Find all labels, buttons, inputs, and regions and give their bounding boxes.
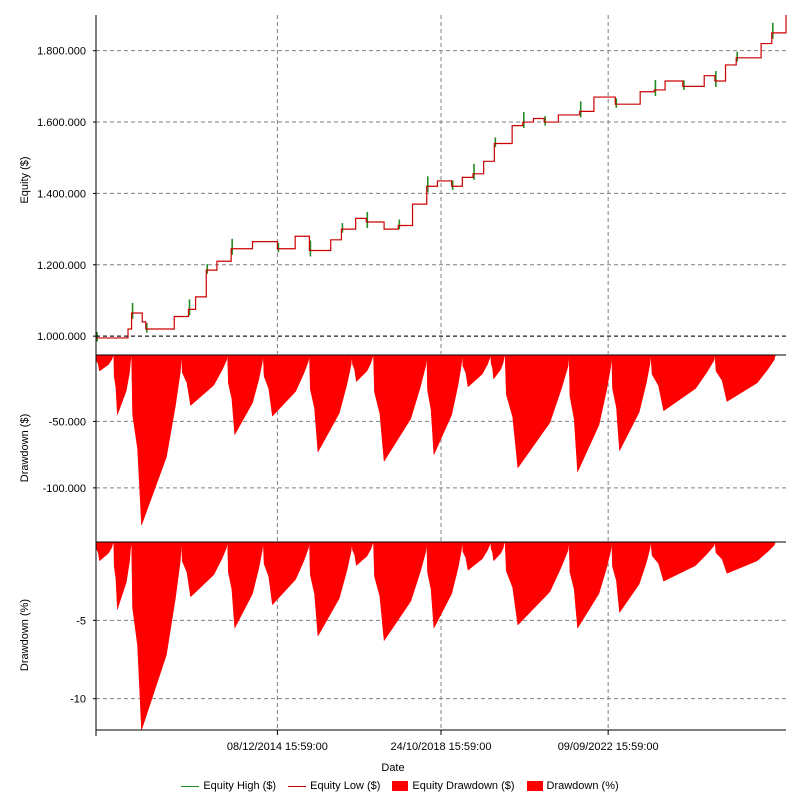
equity-lines <box>96 15 787 342</box>
legend-label-equity-drawdown: Equity Drawdown ($) <box>412 780 515 792</box>
y-tick-label: -100.000 <box>43 483 86 495</box>
drawdown-area <box>504 354 570 469</box>
drawdown-area <box>351 354 374 383</box>
drawdown-area <box>650 354 716 412</box>
y-tick-label: -50.000 <box>49 416 86 428</box>
dd-usd-y-title: Drawdown ($) <box>19 414 31 482</box>
drawdown-area <box>131 541 182 731</box>
drawdown-area <box>373 541 428 642</box>
legend-label-drawdown-pct: Drawdown (%) <box>546 780 619 792</box>
drawdown-area <box>426 354 463 455</box>
drawdown-area <box>309 354 353 453</box>
drawdown-area <box>113 541 132 610</box>
legend-swatch-equity-high <box>181 785 200 787</box>
x-tick-label: 08/12/2014 15:59:00 <box>227 741 328 753</box>
y-tick-label: -10 <box>70 694 86 706</box>
panel-equity: 1.000.000 1.200.000 1.400.000 1.600.000 1.80… <box>19 15 787 354</box>
dd-pct-yticks: -5 -10 <box>70 615 86 705</box>
drawdown-area <box>650 541 716 582</box>
dd-pct-y-title: Drawdown (%) <box>19 599 31 671</box>
dd-pct-grid <box>93 542 786 730</box>
legend-swatch-equity-drawdown <box>392 781 409 791</box>
legend-item-equity-drawdown: Equity Drawdown ($) <box>392 780 515 792</box>
equity-low-line <box>96 15 787 339</box>
y-tick-label: 1.200.000 <box>37 260 86 272</box>
drawdown-area <box>504 541 570 626</box>
drawdown-area <box>262 541 310 606</box>
chart-legend: Equity High ($) Equity Low ($) Equity Dr… <box>0 777 800 795</box>
drawdown-area <box>426 541 463 630</box>
drawdown-area <box>490 541 506 562</box>
drawdown-area <box>568 354 612 473</box>
equity-yticks: 1.000.000 1.200.000 1.400.000 1.600.000 1.80… <box>37 46 86 343</box>
legend-label-equity-low: Equity Low ($) <box>310 780 381 792</box>
legend-item-equity-low: Equity Low ($) <box>288 780 380 792</box>
drawdown-area <box>490 354 506 380</box>
x-axis: 08/12/2014 15:59:00 24/10/2018 15:59:00 09… <box>95 729 786 774</box>
x-tick-label: 09/09/2022 15:59:00 <box>558 741 659 753</box>
drawdown-area <box>714 541 776 574</box>
legend-label-equity-high: Equity High ($) <box>203 780 277 792</box>
drawdown-area <box>714 354 776 402</box>
drawdown-area <box>309 541 353 637</box>
drawdown-area <box>462 541 492 571</box>
drawdown-area <box>462 354 492 388</box>
x-axis-ticks: 08/12/2014 15:59:00 24/10/2018 15:59:00 09… <box>95 729 786 753</box>
drawdown-area <box>611 541 652 614</box>
legend-item-equity-high: Equity High ($) <box>181 780 276 792</box>
drawdown-area <box>611 354 652 452</box>
panel-drawdown-pct: -5 -10 Drawdown (%) <box>19 541 786 731</box>
drawdown-area <box>95 541 115 562</box>
drawdown-area <box>113 354 132 415</box>
legend-item-drawdown-pct: Drawdown (%) <box>526 780 619 792</box>
panel-drawdown-usd: -50.000 -100.000 Drawdown ($) <box>19 354 786 541</box>
equity-y-title: Equity ($) <box>19 156 31 203</box>
dd-pct-area <box>95 541 776 731</box>
legend-swatch-equity-low <box>288 785 307 787</box>
drawdown-area <box>227 354 264 436</box>
x-tick-label: 24/10/2018 15:59:00 <box>391 741 492 753</box>
y-tick-label: 1.600.000 <box>37 117 86 129</box>
y-tick-label: -5 <box>76 615 86 627</box>
drawdown-area <box>227 541 264 630</box>
drawdown-area <box>181 541 228 598</box>
drawdown-area <box>95 354 115 372</box>
legend-swatch-drawdown-pct <box>526 781 543 791</box>
drawdown-area <box>262 354 310 417</box>
drawdown-area <box>181 354 228 406</box>
drawdown-area <box>568 541 613 629</box>
panel-borders <box>95 15 786 730</box>
drawdown-area <box>131 354 182 526</box>
drawdown-area <box>351 541 374 566</box>
drawdown-area <box>373 354 428 463</box>
x-axis-title: Date <box>381 762 404 774</box>
y-tick-label: 1.000.000 <box>37 331 86 343</box>
dd-usd-yticks: -50.000 -100.000 <box>43 416 86 494</box>
y-tick-label: 1.800.000 <box>37 46 86 58</box>
equity-grid <box>93 15 786 354</box>
dd-usd-area <box>95 354 776 526</box>
y-tick-label: 1.400.000 <box>37 188 86 200</box>
